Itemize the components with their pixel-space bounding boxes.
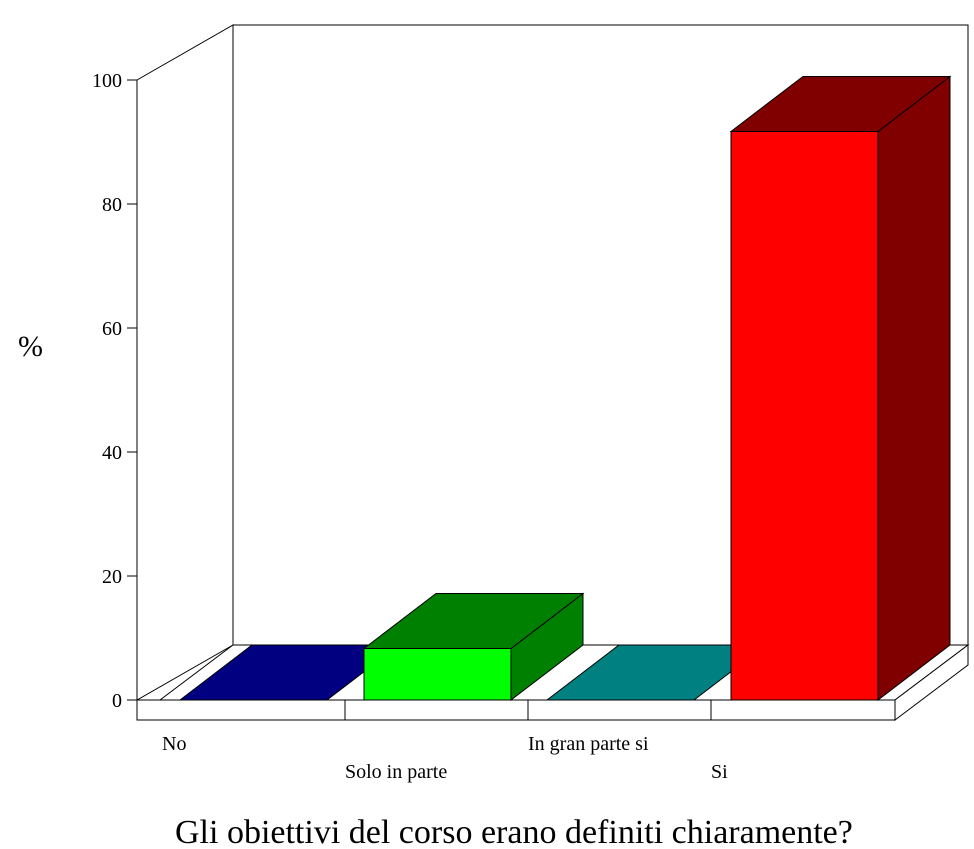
chart-title: Gli obiettivi del corso erano definiti c… [175, 814, 853, 849]
category-label: Solo in parte [345, 761, 447, 783]
y-axis-ticks: 0 20 40 60 80 100 [92, 70, 137, 712]
y-tick-label: 20 [102, 566, 122, 588]
y-axis-label: % [18, 330, 43, 363]
bar-side [877, 75, 951, 702]
y-tick-label: 40 [102, 442, 122, 464]
bar-front [363, 648, 512, 701]
y-tick-label: 0 [112, 690, 122, 712]
category-label: In gran parte si [528, 733, 649, 755]
bar [362, 592, 585, 702]
bar [729, 75, 952, 702]
bar-front [730, 130, 879, 701]
left-wall [136, 24, 234, 701]
bar-top [362, 593, 585, 650]
category-label: No [162, 733, 186, 755]
floor-side [894, 643, 969, 722]
bars [178, 75, 952, 702]
y-tick-label: 80 [102, 194, 122, 216]
y-tick-label: 60 [102, 318, 122, 340]
category-labels: No Solo in parte In gran parte si Si [162, 733, 728, 783]
y-tick-label: 100 [92, 70, 122, 92]
floor-edge [136, 699, 896, 721]
category-label: Si [711, 761, 728, 783]
bar-top [729, 75, 952, 132]
